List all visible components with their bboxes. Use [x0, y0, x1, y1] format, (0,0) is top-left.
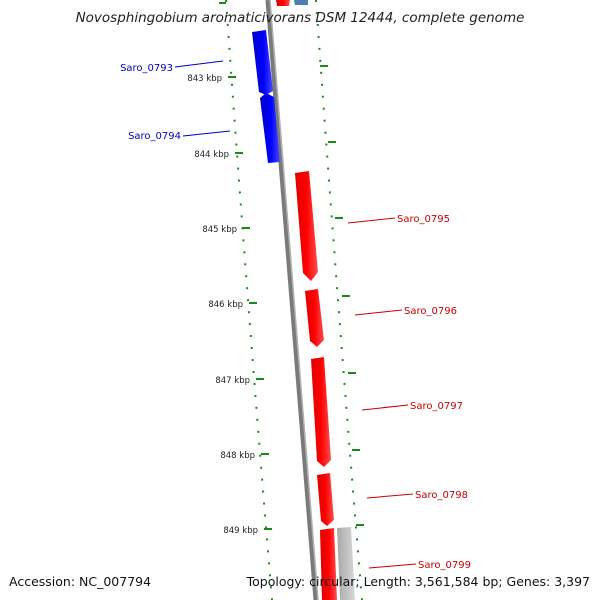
gene-label-saro-0798[interactable]: Saro_0798 — [415, 490, 468, 501]
gene-label-saro-0797[interactable]: Saro_0797 — [410, 401, 463, 412]
ruler-arc-outer — [315, 0, 363, 600]
ruler-label-849: 849 kbp — [223, 526, 258, 536]
gene-arrow-saro-0798[interactable] — [317, 473, 334, 526]
gene-arrow-saro-0797[interactable] — [311, 357, 331, 467]
ruler-arc-inner — [225, 0, 273, 600]
gene-arrow-saro-0799[interactable] — [320, 528, 337, 600]
gene-arrow-saro-0795[interactable] — [295, 171, 318, 281]
ruler-label-844: 844 kbp — [194, 150, 229, 160]
leader-saro-0799 — [368, 563, 417, 569]
gene-label-saro-0793[interactable]: Saro_0793 — [120, 63, 173, 74]
ruler-label-847: 847 kbp — [215, 376, 250, 386]
ruler-label-846: 846 kbp — [208, 300, 243, 310]
gene-label-saro-0796[interactable]: Saro_0796 — [404, 306, 457, 317]
gene-arrow-saro-0796[interactable] — [305, 289, 324, 347]
gene-label-saro-0794[interactable]: Saro_0794 — [128, 131, 181, 142]
accession-text: Accession: NC_007794 — [9, 574, 152, 589]
ruler-label-845: 845 kbp — [202, 225, 237, 235]
leader-saro-0794 — [182, 130, 231, 137]
gene-label-saro-0795[interactable]: Saro_0795 — [397, 214, 450, 225]
feature-grey-bar[interactable] — [337, 527, 355, 600]
genome-backbone — [265, 0, 319, 600]
leader-saro-0793 — [174, 60, 224, 68]
gene-arrow-saro-0793[interactable] — [252, 30, 273, 95]
genome-backbone-highlight — [269, 0, 319, 600]
gene-label-saro-0799[interactable]: Saro_0799 — [418, 560, 471, 571]
gene-arrow-saro-0794[interactable] — [260, 93, 280, 163]
leader-saro-0797 — [361, 404, 409, 411]
feature-top-blue[interactable] — [294, 0, 308, 5]
gene-arrow-top-red[interactable] — [276, 0, 290, 6]
topology-summary: Topology: circular; Length: 3,561,584 bp… — [246, 574, 590, 589]
leader-saro-0796 — [354, 309, 403, 316]
leader-saro-0795 — [347, 217, 396, 224]
ruler-label-848: 848 kbp — [220, 451, 255, 461]
leader-saro-0798 — [366, 493, 414, 499]
map-title: Novosphingobium aromaticivorans DSM 1244… — [75, 10, 525, 26]
ruler-label-843: 843 kbp — [187, 74, 222, 84]
